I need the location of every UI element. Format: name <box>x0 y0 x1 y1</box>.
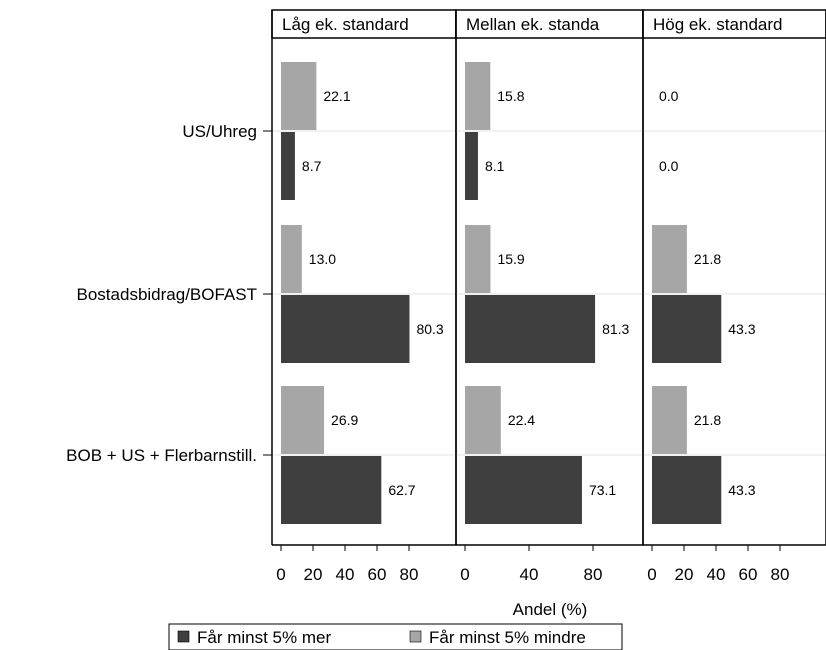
tick-label: 0 <box>647 565 656 584</box>
data-label: 22.1 <box>323 88 350 104</box>
category-label: Bostadsbidrag/BOFAST <box>77 285 257 304</box>
legend-label: Får minst 5% mer <box>197 628 331 647</box>
tick-label: 80 <box>400 565 419 584</box>
bar-mindre <box>281 386 325 454</box>
bar-mer <box>652 456 722 524</box>
panel-2: 15.8 8.1 15.9 81.3 22.4 73.1 Mellan ek. standa… <box>455 9 644 584</box>
legend: Får minst 5% mer Får minst 5% mindre <box>168 623 623 650</box>
bar-mindre <box>465 62 491 130</box>
tick-label: 20 <box>304 565 323 584</box>
category-label: BOB + US + Flerbarnstill. <box>66 446 257 465</box>
data-label: 8.1 <box>485 158 505 174</box>
panel-title: Låg ek. standard <box>282 15 409 34</box>
tick-label: 80 <box>771 565 790 584</box>
panel-title: Mellan ek. standa <box>466 15 600 34</box>
data-label: 21.8 <box>694 412 721 428</box>
category-label: US/Uhreg <box>182 122 257 141</box>
legend-label: Får minst 5% mindre <box>429 628 586 647</box>
data-label: 21.8 <box>694 251 721 267</box>
bar-mindre <box>281 62 317 130</box>
data-label: 43.3 <box>728 482 755 498</box>
data-label: 26.9 <box>331 412 358 428</box>
panels: 22.1 8.7 13.0 80.3 26.9 62.7 Låg ek. standard 0… <box>271 9 826 584</box>
tick-label: 0 <box>276 565 285 584</box>
data-label: 43.3 <box>728 321 755 337</box>
tick-label: 20 <box>675 565 694 584</box>
data-label: 62.7 <box>388 482 415 498</box>
bar-mer <box>652 295 722 363</box>
x-axis-label: Andel (%) <box>513 600 588 619</box>
legend-box <box>168 623 623 650</box>
data-label: 13.0 <box>309 251 336 267</box>
data-label: 15.9 <box>497 251 524 267</box>
tick-label: 0 <box>460 565 469 584</box>
data-label: 73.1 <box>589 482 616 498</box>
panel-3: 0.0 0.0 21.8 43.3 21.8 43.3 Hög ek. standard 0 2… <box>642 9 826 584</box>
legend-swatch <box>177 630 190 643</box>
data-label: 22.4 <box>508 412 535 428</box>
data-label: 81.3 <box>602 321 629 337</box>
bar-mer <box>465 132 478 200</box>
bar-mindre <box>281 225 302 293</box>
tick-label: 40 <box>336 565 355 584</box>
bar-mer <box>465 456 582 524</box>
bar-mindre <box>465 386 501 454</box>
data-label: 8.7 <box>302 158 322 174</box>
panel-header <box>271 9 457 39</box>
data-label: 15.8 <box>497 88 524 104</box>
data-label: 0.0 <box>659 88 679 104</box>
bar-mindre <box>465 225 491 293</box>
bar-mer <box>281 456 382 524</box>
data-label: 80.3 <box>416 321 443 337</box>
tick-label: 40 <box>520 565 539 584</box>
tick-label: 60 <box>368 565 387 584</box>
bar-mindre <box>652 386 687 454</box>
category-axis: US/Uhreg Bostadsbidrag/BOFAST BOB + US + F… <box>66 122 272 465</box>
panel-title: Hög ek. standard <box>653 15 782 34</box>
bar-mer <box>281 132 295 200</box>
bar-mer <box>465 295 596 363</box>
bar-mindre <box>652 225 687 293</box>
bar-mer <box>281 295 410 363</box>
legend-swatch <box>409 630 422 643</box>
tick-label: 60 <box>739 565 758 584</box>
tick-label: 40 <box>707 565 726 584</box>
tick-label: 80 <box>584 565 603 584</box>
panel-1: 22.1 8.7 13.0 80.3 26.9 62.7 Låg ek. standard 0… <box>271 9 457 584</box>
data-label: 0.0 <box>659 158 679 174</box>
